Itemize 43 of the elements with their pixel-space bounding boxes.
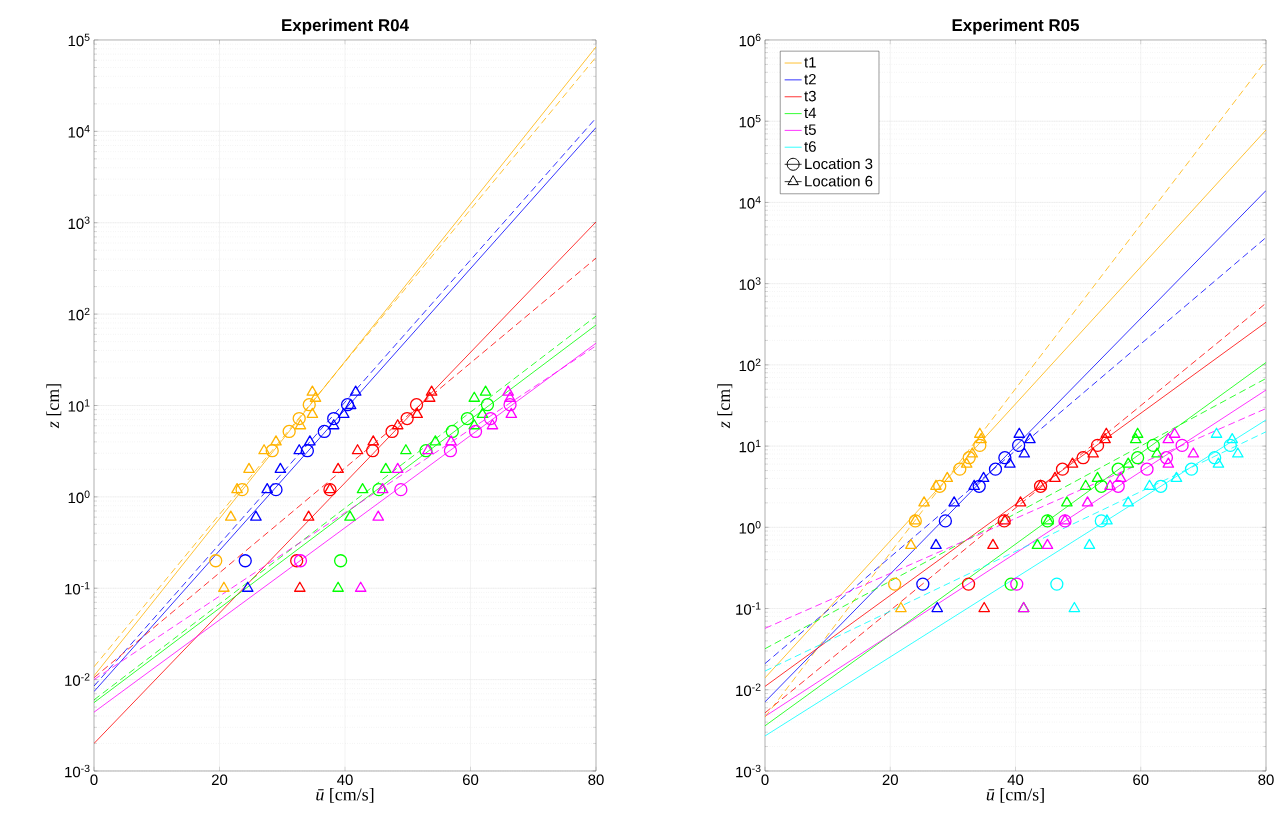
legend-label: t1 [804,57,816,68]
legend-label: t3 [804,90,816,102]
y-tick-label: 10$^{6}$ [739,33,761,47]
y-tick-label: 10$^{0}$ [68,490,90,504]
y-tick-label: 10$^{2}$ [739,358,761,372]
legend-label: t4 [804,107,817,119]
y-tick-label: 10$^{-1}$ [65,581,90,595]
y-axis-title: z [cm] [717,384,733,429]
x-axis-title: ū [cm/s] [986,787,1044,803]
x-tick-label: 60 [1133,774,1149,786]
y-tick-label: 10$^{-1}$ [736,602,761,615]
y-tick-label: 10$^{-3}$ [65,764,90,778]
y-tick-label: 10$^{4}$ [68,125,90,138]
x-tick-label: 80 [1258,774,1274,786]
legend-label: t6 [804,141,816,152]
y-tick-label: 10$^{1}$ [739,439,761,453]
legend-label: Location 3 [805,158,873,170]
x-axis-title: ū [cm/s] [316,787,374,803]
x-tick-label: 20 [211,774,228,786]
y-tick-label: 10$^{-2}$ [736,683,761,697]
legend-label: t2 [804,73,816,85]
y-tick-label: 10$^{-3}$ [736,764,761,778]
chart-title: Experiment R04 [282,18,409,35]
y-tick-label: 10$^{-2}$ [65,673,90,686]
y-tick-label: 10$^{5}$ [68,33,90,47]
y-axis-title: z [cm] [46,384,62,429]
x-tick-label: 40 [1007,774,1024,786]
x-tick-label: 0 [761,774,769,786]
y-tick-label: 10$^{4}$ [739,196,761,209]
x-tick-label: 80 [588,774,604,786]
y-tick-label: 10$^{1}$ [68,399,90,412]
chart-title: Experiment R05 [952,18,1080,35]
x-tick-label: 0 [90,774,98,786]
y-tick-label: 10$^{2}$ [68,307,90,321]
x-tick-label: 20 [882,774,898,786]
x-tick-label: 60 [462,774,479,786]
legend-label: Location 6 [805,175,873,187]
y-tick-label: 10$^{3}$ [739,277,761,290]
legend-label: t5 [804,124,816,135]
y-tick-label: 10$^{5}$ [739,114,761,128]
x-tick-label: 40 [337,774,353,786]
y-tick-label: 10$^{0}$ [739,521,761,534]
y-tick-label: 10$^{3}$ [68,216,90,230]
